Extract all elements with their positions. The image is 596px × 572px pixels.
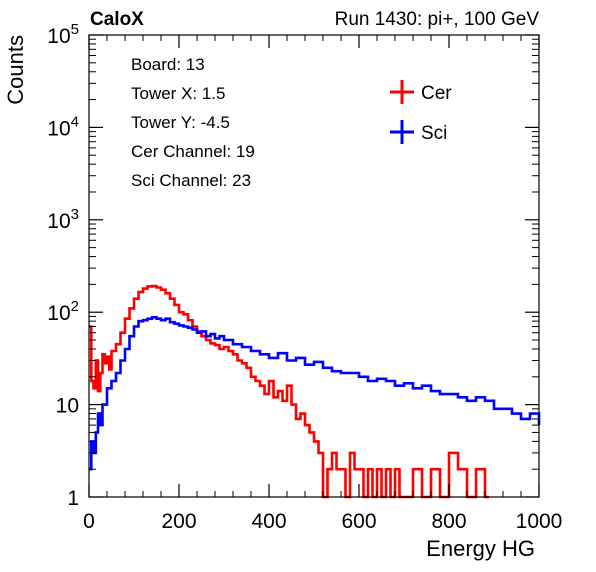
header-right: Run 1430: pi+, 100 GeV <box>335 9 540 30</box>
y-tick-label: 102 <box>47 298 79 325</box>
info-box: Board: 13 Tower X: 1.5 Tower Y: -4.5 Cer… <box>131 55 255 190</box>
y-tick-label: 10 <box>56 395 79 418</box>
info-line: Tower X: 1.5 <box>131 84 226 103</box>
legend: Cer Sci <box>390 80 452 144</box>
y-tick-label: 104 <box>47 113 79 140</box>
x-axis-title: Energy HG <box>426 536 535 561</box>
y-axis-title: Counts <box>3 35 28 105</box>
y-tick-label: 103 <box>47 206 79 233</box>
series-layer <box>89 284 541 499</box>
info-line: Cer Channel: 19 <box>131 142 255 161</box>
legend-marker-cer <box>390 80 414 104</box>
plot-frame <box>88 34 540 498</box>
x-tick-label: 600 <box>341 510 376 533</box>
axis-ticks: 0 200 400 600 800 1000 1 10 102 103 104 105 <box>47 21 562 533</box>
legend-marker-sci <box>390 120 414 144</box>
x-tick-label: 800 <box>431 510 466 533</box>
x-tick-label: 200 <box>161 510 196 533</box>
series-line-sci <box>89 316 541 471</box>
legend-label-cer: Cer <box>421 83 452 104</box>
info-line: Sci Channel: 23 <box>131 171 251 190</box>
x-tick-label: 1000 <box>516 510 563 533</box>
info-line: Tower Y: -4.5 <box>131 113 230 132</box>
x-tick-label: 0 <box>83 510 95 533</box>
legend-label-sci: Sci <box>421 123 447 144</box>
x-tick-label: 400 <box>251 510 286 533</box>
info-line: Board: 13 <box>131 55 205 74</box>
y-tick-label: 105 <box>47 21 79 48</box>
y-tick-label: 1 <box>67 487 79 510</box>
header-left: CaloX <box>90 9 144 30</box>
